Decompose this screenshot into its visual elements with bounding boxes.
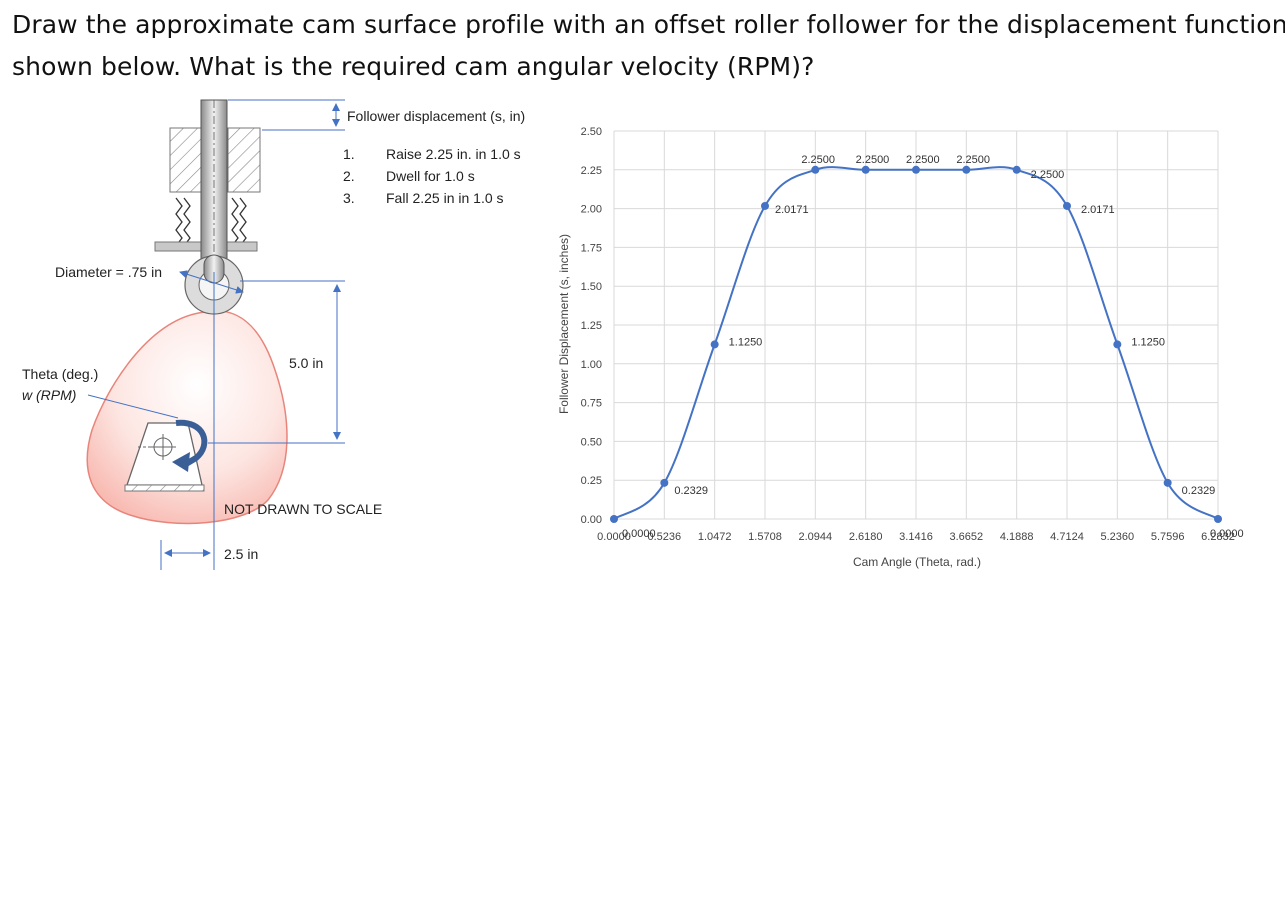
data-label: 0.0000 xyxy=(622,528,656,540)
height-label: 5.0 in xyxy=(289,355,323,371)
data-point xyxy=(1214,515,1222,523)
step-3-text: Fall 2.25 in in 1.0 s xyxy=(386,190,504,206)
data-point xyxy=(912,165,920,174)
data-point xyxy=(811,165,820,174)
data-points xyxy=(610,165,1222,523)
omega-label: w (RPM) xyxy=(22,387,76,403)
step-1-num: 1. xyxy=(343,146,355,162)
theta-label: Theta (deg.) xyxy=(22,366,98,382)
data-point xyxy=(1063,201,1071,210)
question-line-1: Draw the approximate cam surface profile… xyxy=(12,10,1285,39)
x-tick-label: 0.0000 xyxy=(597,531,631,543)
step-2-num: 2. xyxy=(343,168,355,184)
data-label: 2.2500 xyxy=(856,154,890,166)
data-label: 1.1250 xyxy=(1131,336,1165,348)
follower-displacement-label: Follower displacement (s, in) xyxy=(347,108,525,124)
y-tick-label: 2.50 xyxy=(581,126,602,138)
y-tick-label: 1.00 xyxy=(581,359,602,371)
data-label: 2.0171 xyxy=(775,204,809,216)
x-tick-label: 3.6652 xyxy=(950,531,984,543)
data-point xyxy=(660,478,669,487)
data-label: 2.2500 xyxy=(956,154,990,166)
step-3-num: 3. xyxy=(343,190,355,206)
spring xyxy=(175,197,247,247)
offset-label: 2.5 in xyxy=(224,546,258,562)
y-tick-label: 0.00 xyxy=(581,514,602,526)
x-tick-label: 3.1416 xyxy=(899,531,933,543)
x-tick-label: 2.0944 xyxy=(799,531,833,543)
data-label: 0.2329 xyxy=(1182,485,1216,497)
x-tick-label: 5.7596 xyxy=(1151,531,1185,543)
y-tick-labels: 0.00 0.25 0.50 0.75 1.00 1.25 1.50 1.75 2.00 2.25… xyxy=(581,126,602,526)
data-point xyxy=(1113,340,1122,349)
y-tick-label: 0.25 xyxy=(581,475,602,487)
question-text: Draw the approximate cam surface profile… xyxy=(12,4,1285,88)
step-2-text: Dwell for 1.0 s xyxy=(386,168,475,184)
data-point xyxy=(1163,478,1172,487)
data-label: 1.1250 xyxy=(729,336,763,348)
data-point xyxy=(861,165,870,174)
cam-shaft-support xyxy=(124,422,205,492)
x-axis-title: Cam Angle (Theta, rad.) xyxy=(853,555,981,569)
x-tick-label: 1.5708 xyxy=(748,531,782,543)
y-tick-label: 2.25 xyxy=(581,165,602,177)
chart-grid xyxy=(613,130,1219,520)
data-label: 2.2500 xyxy=(906,154,940,166)
y-tick-label: 1.50 xyxy=(581,281,602,293)
data-label: 0.0000 xyxy=(1210,528,1244,540)
data-label: 2.2500 xyxy=(1031,169,1065,181)
x-tick-labels: 0.0000 0.5236 1.0472 1.5708 2.0944 2.6180 3.14… xyxy=(597,531,1235,543)
data-point xyxy=(962,165,971,174)
x-tick-label: 2.6180 xyxy=(849,531,883,543)
guide-block-left xyxy=(169,127,203,193)
x-tick-label: 4.1888 xyxy=(1000,531,1034,543)
displacement-curve xyxy=(613,166,1219,520)
x-tick-label: 0.5236 xyxy=(648,531,682,543)
x-tick-label: 6.2832 xyxy=(1201,531,1235,543)
diameter-label: Diameter = .75 in xyxy=(55,264,162,280)
x-tick-label: 4.7124 xyxy=(1050,531,1084,543)
cam-follower-diagram: Follower displacement (s, in) 1. Raise 2… xyxy=(22,99,525,570)
y-tick-label: 1.75 xyxy=(581,242,602,254)
step-1-text: Raise 2.25 in. in 1.0 s xyxy=(386,146,521,162)
y-tick-label: 1.25 xyxy=(581,320,602,332)
question-line-2: shown below. What is the required cam an… xyxy=(12,52,815,81)
y-tick-label: 2.00 xyxy=(581,204,602,216)
y-tick-label: 0.50 xyxy=(581,436,602,448)
data-point xyxy=(1012,165,1021,174)
data-label: 2.0171 xyxy=(1081,204,1115,216)
data-point xyxy=(610,515,618,523)
data-point xyxy=(761,201,769,210)
data-labels: 0.0000 0.2329 1.1250 2.0171 2.2500 2.2500 2.25… xyxy=(622,154,1244,540)
guide-block-right xyxy=(227,127,261,193)
data-label: 2.2500 xyxy=(801,154,835,166)
data-label: 0.2329 xyxy=(674,485,708,497)
rotation-arrow xyxy=(175,419,208,467)
y-tick-label: 0.75 xyxy=(581,398,602,410)
x-tick-label: 1.0472 xyxy=(698,531,732,543)
scale-note: NOT DRAWN TO SCALE xyxy=(224,501,382,517)
x-tick-label: 5.2360 xyxy=(1101,531,1135,543)
data-point xyxy=(710,340,719,349)
cam-body xyxy=(86,310,288,525)
